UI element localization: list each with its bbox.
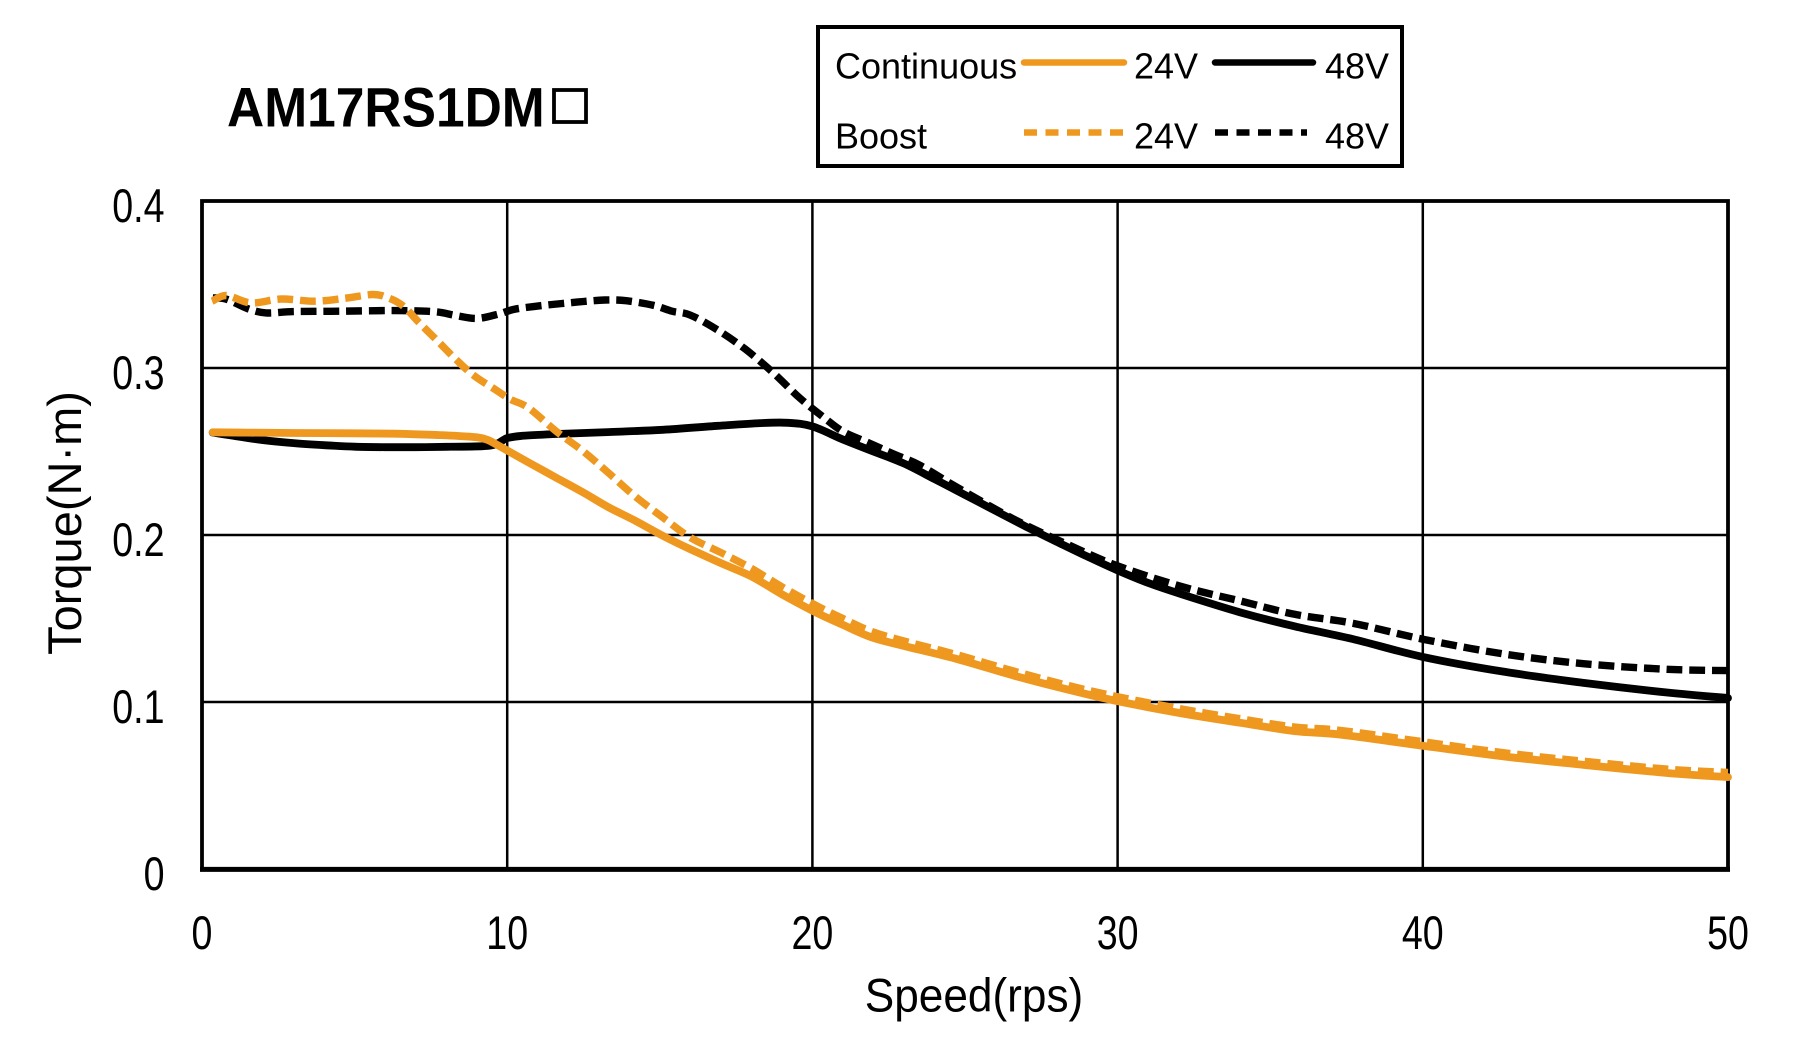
svg-text:40: 40: [1402, 907, 1444, 960]
svg-text:Speed(rps): Speed(rps): [865, 969, 1084, 1022]
svg-text:0.1: 0.1: [112, 681, 164, 734]
svg-text:48V: 48V: [1325, 115, 1389, 156]
svg-text:0.4: 0.4: [112, 180, 164, 233]
svg-text:Torque(N·m): Torque(N·m): [38, 391, 91, 655]
svg-text:48V: 48V: [1325, 46, 1389, 87]
svg-text:0: 0: [192, 907, 213, 960]
svg-text:0: 0: [144, 848, 165, 901]
svg-text:10: 10: [486, 907, 528, 960]
svg-text:24V: 24V: [1134, 115, 1198, 156]
svg-text:AM17RS1DM: AM17RS1DM: [227, 77, 545, 139]
svg-text:50: 50: [1707, 907, 1749, 960]
svg-text:24V: 24V: [1134, 46, 1198, 87]
svg-text:20: 20: [791, 907, 833, 960]
svg-text:0.3: 0.3: [112, 347, 164, 400]
svg-text:Boost: Boost: [835, 115, 927, 156]
svg-text:0.2: 0.2: [112, 514, 164, 567]
svg-text:30: 30: [1097, 907, 1139, 960]
svg-text:Continuous: Continuous: [835, 46, 1017, 87]
